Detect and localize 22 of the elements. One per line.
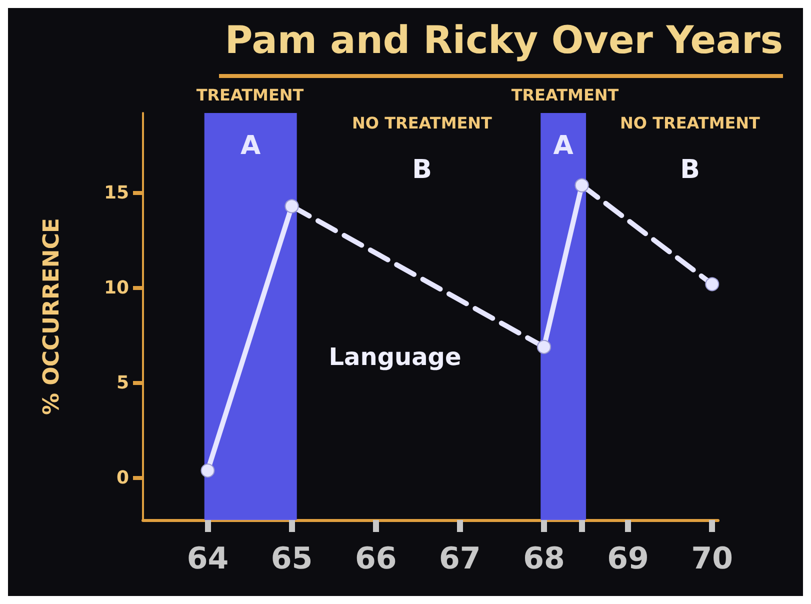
annotation: NO TREATMENT bbox=[352, 114, 492, 132]
annotation: B bbox=[680, 155, 700, 185]
chart-title: Pam and Ricky Over Years bbox=[218, 8, 783, 78]
text: TREATMENT bbox=[511, 86, 619, 104]
y-axis-title: % OCCURRENCE bbox=[40, 218, 64, 416]
annotation: Language bbox=[328, 343, 462, 371]
x-tick-label: 69 bbox=[607, 542, 649, 576]
annotation: NO TREATMENT bbox=[620, 114, 760, 132]
x-tick-label: 64 bbox=[186, 542, 229, 576]
text: TREATMENT bbox=[196, 86, 304, 104]
x-tick-label: 65 bbox=[270, 542, 313, 576]
x-tick-label: 68 bbox=[523, 542, 565, 576]
x-tick-label: 70 bbox=[691, 542, 733, 576]
annotation: B bbox=[412, 155, 432, 185]
band-label: A bbox=[240, 131, 261, 161]
band-label: A bbox=[553, 131, 574, 161]
y-tick-label: 15 bbox=[104, 182, 129, 204]
x-tick-label: 67 bbox=[439, 542, 481, 576]
y-tick-label: 5 bbox=[116, 372, 129, 394]
y-tick-label: 0 bbox=[116, 468, 129, 489]
x-tick-label: 66 bbox=[354, 542, 397, 576]
y-tick-label: 10 bbox=[104, 277, 129, 298]
